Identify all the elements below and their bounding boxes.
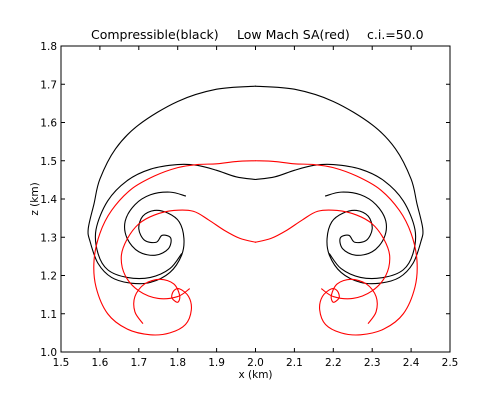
x-tick-label: 2.2 bbox=[325, 357, 342, 369]
ticks-group: 1.5 1.6 1.7 1.8 1.9 2.0 2.1 2.2 2.3 2.4 2.5 1.0 1.1 1… bbox=[40, 41, 458, 369]
y-tick-label: 1.5 bbox=[40, 156, 57, 168]
contour-lowmach-inner-right bbox=[254, 209, 391, 300]
x-tick-label: 2.5 bbox=[442, 357, 459, 369]
x-tick-label: 1.6 bbox=[92, 357, 109, 369]
x-tick-label: 2.1 bbox=[286, 357, 303, 369]
series-compressible bbox=[87, 85, 424, 285]
contour-compressible-dome-right bbox=[254, 85, 424, 285]
x-tick-label: 1.5 bbox=[53, 357, 70, 369]
y-tick-label: 1.1 bbox=[40, 309, 57, 321]
y-tick-label: 1.8 bbox=[40, 41, 57, 53]
y-tick-label: 1.3 bbox=[40, 232, 57, 244]
contour-compressible-inner-left bbox=[94, 163, 257, 279]
plot-area: 1.5 1.6 1.7 1.8 1.9 2.0 2.1 2.2 2.3 2.4 2.5 1.0 1.1 1… bbox=[40, 41, 458, 369]
chart-title: Compressible(black) Low Mach SA(red) c.i… bbox=[91, 27, 424, 42]
title-part-lowmach: Low Mach SA(red) bbox=[237, 27, 350, 42]
contour-compressible-inner-right bbox=[254, 163, 417, 279]
x-tick-label: 1.7 bbox=[130, 357, 147, 369]
title-part-compressible: Compressible(black) bbox=[91, 27, 219, 42]
y-tick-label: 1.4 bbox=[40, 194, 57, 206]
contour-lowmach-outer-left bbox=[93, 160, 257, 336]
y-tick-label: 1.6 bbox=[40, 118, 57, 130]
series-group bbox=[87, 85, 424, 336]
x-tick-label: 2.4 bbox=[403, 357, 420, 369]
contour-lowmach-outer-right bbox=[254, 160, 418, 336]
title-part-contour-interval: c.i.=50.0 bbox=[367, 27, 424, 42]
y-tick-label: 1.7 bbox=[40, 79, 57, 91]
x-tick-label: 1.9 bbox=[208, 357, 225, 369]
x-tick-label: 2.3 bbox=[364, 357, 381, 369]
y-tick-label: 1.2 bbox=[40, 271, 57, 283]
y-tick-label: 1.0 bbox=[40, 347, 57, 359]
contour-compressible-dome-left bbox=[87, 85, 257, 285]
y-axis-label: z (km) bbox=[29, 182, 41, 215]
x-axis-label: x (km) bbox=[238, 369, 272, 381]
series-low-mach-sa bbox=[93, 160, 418, 336]
x-tick-label: 2.0 bbox=[247, 357, 264, 369]
x-tick-label: 1.8 bbox=[169, 357, 186, 369]
contour-lowmach-inner-left bbox=[120, 209, 257, 300]
